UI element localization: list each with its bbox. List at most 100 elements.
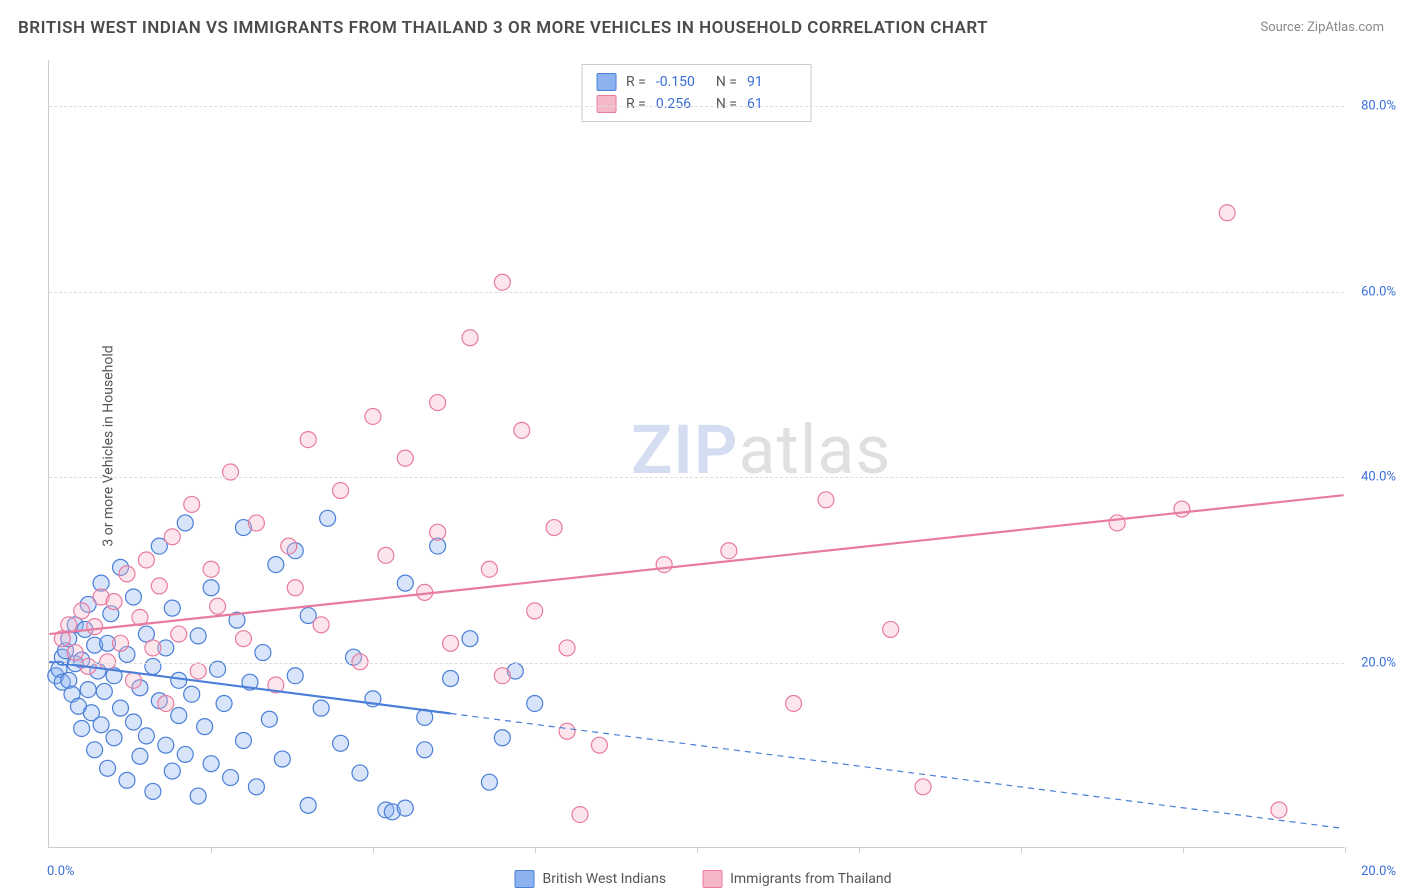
scatter-point [1109, 515, 1125, 531]
y-tick-label: 60.0% [1361, 284, 1396, 299]
r-value-1: -0.150 [656, 74, 706, 90]
source-attribution: Source: ZipAtlas.com [1260, 20, 1384, 35]
x-tick [1021, 847, 1022, 853]
scatter-point [235, 733, 251, 749]
scatter-point [145, 658, 161, 674]
scatter-point [132, 748, 148, 764]
x-tick [697, 847, 698, 853]
scatter-point [281, 538, 297, 554]
scatter-point [443, 635, 459, 651]
scatter-point [80, 682, 96, 698]
scatter-point [514, 422, 530, 438]
scatter-point [145, 640, 161, 656]
r-label: R = [626, 96, 646, 112]
x-tick [373, 847, 374, 853]
scatter-point [365, 408, 381, 424]
scatter-point [494, 730, 510, 746]
scatter-point [171, 708, 187, 724]
scatter-point [481, 561, 497, 577]
scatter-point [158, 695, 174, 711]
scatter-point [138, 728, 154, 744]
scatter-point [67, 645, 83, 661]
scatter-point [203, 580, 219, 596]
scatter-point [248, 515, 264, 531]
scatter-point [397, 800, 413, 816]
scatter-point [656, 557, 672, 573]
scatter-point [721, 543, 737, 559]
scatter-svg [49, 60, 1344, 847]
scatter-point [190, 663, 206, 679]
scatter-point [786, 695, 802, 711]
scatter-point [145, 783, 161, 799]
scatter-point [125, 589, 141, 605]
scatter-point [164, 529, 180, 545]
scatter-point [268, 557, 284, 573]
scatter-point [352, 765, 368, 781]
scatter-point [378, 547, 394, 563]
scatter-point [462, 631, 478, 647]
scatter-point [494, 274, 510, 290]
scatter-point [113, 635, 129, 651]
chart-title: BRITISH WEST INDIAN VS IMMIGRANTS FROM T… [18, 18, 988, 38]
scatter-point [113, 700, 129, 716]
stats-legend: R = -0.150 N = 91 R = 0.256 N = 61 [581, 64, 812, 122]
scatter-point [333, 735, 349, 751]
scatter-point [87, 619, 103, 635]
scatter-point [235, 631, 251, 647]
x-tick-min: 0.0% [47, 864, 75, 879]
scatter-point [100, 760, 116, 776]
scatter-point [125, 672, 141, 688]
scatter-point [171, 672, 187, 688]
scatter-point [203, 561, 219, 577]
scatter-point [223, 770, 239, 786]
scatter-point [397, 450, 413, 466]
scatter-point [320, 510, 336, 526]
scatter-point [203, 756, 219, 772]
stats-row-series-1: R = -0.150 N = 91 [596, 71, 797, 93]
scatter-point [287, 580, 303, 596]
scatter-point [1174, 501, 1190, 517]
stats-row-series-2: R = 0.256 N = 61 [596, 93, 797, 115]
scatter-point [216, 695, 232, 711]
scatter-point [559, 723, 575, 739]
scatter-point [417, 742, 433, 758]
scatter-point [151, 578, 167, 594]
gridline [49, 477, 1344, 478]
scatter-point [106, 730, 122, 746]
scatter-point [255, 645, 271, 661]
scatter-point [818, 492, 834, 508]
scatter-point [210, 598, 226, 614]
swatch-series-1 [596, 73, 616, 91]
scatter-point [210, 661, 226, 677]
scatter-point [190, 628, 206, 644]
x-tick [535, 847, 536, 853]
r-label: R = [626, 74, 646, 90]
scatter-point [138, 552, 154, 568]
scatter-point [74, 720, 90, 736]
scatter-point [61, 672, 77, 688]
scatter-point [119, 772, 135, 788]
scatter-point [546, 520, 562, 536]
legend-label-1: British West Indians [543, 871, 667, 887]
scatter-point [164, 763, 180, 779]
scatter-point [158, 737, 174, 753]
swatch-series-2 [596, 95, 616, 113]
y-tick-label: 80.0% [1361, 99, 1396, 114]
x-tick [1345, 847, 1346, 853]
gridline [49, 663, 1344, 664]
legend-item-2: Immigrants from Thailand [702, 870, 891, 888]
scatter-point [197, 719, 213, 735]
y-tick-label: 40.0% [1361, 470, 1396, 485]
scatter-point [190, 788, 206, 804]
gridline [49, 106, 1344, 107]
scatter-point [274, 751, 290, 767]
scatter-point [287, 668, 303, 684]
x-tick [859, 847, 860, 853]
n-label: N = [716, 96, 737, 112]
scatter-point [300, 432, 316, 448]
scatter-point [430, 524, 446, 540]
scatter-point [572, 807, 588, 823]
scatter-point [481, 774, 497, 790]
scatter-point [527, 603, 543, 619]
scatter-point [494, 668, 510, 684]
